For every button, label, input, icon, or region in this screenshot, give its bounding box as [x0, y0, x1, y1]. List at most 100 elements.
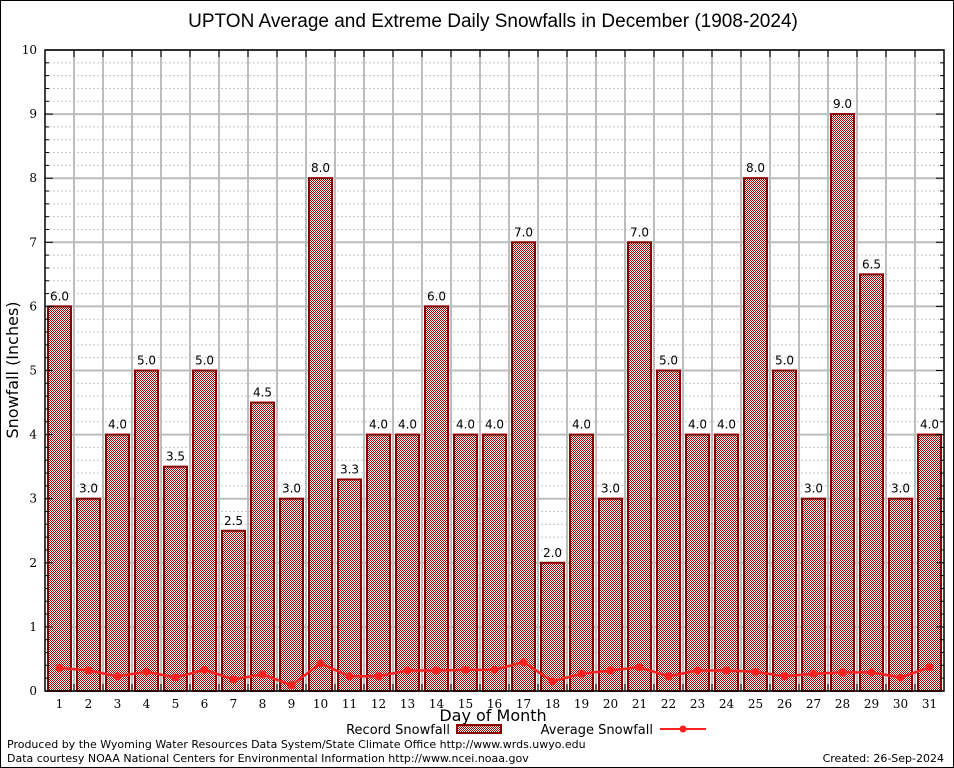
footer-data-courtesy: Data courtesy NOAA National Centers for …: [7, 752, 529, 765]
x-tick-label: 14: [429, 697, 445, 711]
record-bar: [772, 369, 797, 692]
y-tick-label: 9: [29, 107, 37, 121]
record-bar: [453, 433, 478, 692]
x-tick-label: 15: [458, 697, 473, 711]
bar-value-label: 3.5: [166, 450, 185, 464]
bar-value-label: 4.0: [572, 418, 591, 432]
bar-value-label: 4.5: [253, 386, 272, 400]
record-bar: [830, 113, 855, 693]
bar-value-label: 6.5: [862, 257, 881, 271]
y-tick-label: 1: [29, 620, 37, 634]
y-tick-labels: 0 1 2 3 4 5 6 7 8 9 10: [22, 43, 38, 698]
record-bar: [859, 273, 884, 692]
x-tick-label: 17: [516, 697, 531, 711]
x-tick-label: 31: [922, 697, 937, 711]
record-bar: [801, 497, 826, 693]
record-bar: [105, 433, 130, 692]
average-point: [316, 659, 325, 668]
x-tick-label: 2: [85, 697, 93, 711]
bar-value-label: 5.0: [195, 354, 214, 368]
x-tick-label: 29: [864, 697, 879, 711]
x-tick-label: 18: [545, 697, 560, 711]
x-tick-label: 9: [288, 697, 296, 711]
average-point: [432, 666, 441, 675]
y-tick-label: 10: [22, 43, 37, 57]
bar-value-label: 2.5: [224, 514, 243, 528]
x-tick-labels: 1 2 3 4 5 6 7 8 9 10 11 12 13 14 15 16 17 18 19 20 21 22 23 24 2…: [56, 697, 937, 711]
y-tick-label: 0: [29, 684, 37, 698]
average-line: [55, 658, 934, 690]
bar-value-label: 8.0: [311, 161, 330, 175]
average-point: [867, 668, 876, 677]
record-bar: [395, 433, 420, 692]
average-point: [693, 666, 702, 675]
bar-labels: 6.0 3.0 4.0 5.0 3.5 5.0 2.5 4.5 3.0 8.0 3.3 4.0 4.0 6…: [50, 97, 939, 560]
bar-value-label: 6.0: [427, 289, 446, 303]
x-axis-label: Day of Month: [439, 706, 546, 725]
average-point: [519, 658, 528, 667]
bar-value-label: 8.0: [746, 161, 765, 175]
average-point: [84, 666, 93, 675]
record-bar: [540, 561, 565, 692]
average-point: [896, 673, 905, 682]
record-bar: [221, 529, 246, 692]
record-bar: [250, 401, 275, 692]
y-tick-label: 2: [29, 556, 37, 570]
y-tick-label: 8: [29, 171, 37, 185]
y-tick-label: 3: [29, 492, 37, 506]
record-bar: [308, 177, 333, 692]
record-bar: [511, 241, 536, 693]
legend: Record Snowfall Average Snowfall: [346, 723, 706, 738]
average-point: [55, 663, 64, 672]
axes: [44, 49, 945, 692]
bar-value-label: 3.0: [804, 482, 823, 496]
record-bar: [482, 433, 507, 692]
record-bar: [685, 433, 710, 692]
average-point: [635, 663, 644, 672]
bar-value-label: 3.3: [340, 462, 359, 476]
chart-title: UPTON Average and Extreme Daily Snowfall…: [188, 11, 798, 32]
x-tick-label: 16: [487, 697, 502, 711]
bar-value-label: 3.0: [601, 482, 620, 496]
bar-value-label: 4.0: [398, 418, 417, 432]
record-bar: [569, 433, 594, 692]
average-point: [722, 666, 731, 675]
record-bar: [888, 497, 913, 693]
bar-value-label: 5.0: [775, 354, 794, 368]
y-tick-label: 6: [29, 299, 37, 313]
bar-value-label: 3.0: [79, 482, 98, 496]
bar-value-label: 4.0: [456, 418, 475, 432]
y-tick-label: 5: [29, 364, 37, 378]
record-bars: [47, 113, 942, 693]
x-tick-label: 11: [342, 697, 357, 711]
bar-value-label: 4.0: [717, 418, 736, 432]
average-point: [374, 672, 383, 681]
legend-record-swatch: [456, 724, 502, 734]
record-bar: [279, 497, 304, 693]
y-axis-label: Snowfall (Inches): [3, 301, 22, 438]
x-tick-label: 13: [400, 697, 415, 711]
x-tick-label: 4: [143, 697, 151, 711]
bar-value-label: 4.0: [688, 418, 707, 432]
legend-record-label: Record Snowfall: [346, 723, 450, 738]
x-tick-label: 25: [748, 697, 763, 711]
footer-produced-by: Produced by the Wyoming Water Resources …: [7, 738, 586, 751]
x-tick-label: 24: [719, 697, 735, 711]
x-tick-label: 21: [632, 697, 647, 711]
x-tick-label: 28: [835, 697, 850, 711]
average-point: [258, 670, 267, 679]
average-point: [461, 665, 470, 674]
record-bar: [627, 241, 652, 693]
record-bar: [76, 497, 101, 693]
average-point: [780, 672, 789, 681]
x-tick-label: 1: [56, 697, 64, 711]
average-point: [287, 681, 296, 690]
average-point: [171, 673, 180, 682]
average-point: [838, 668, 847, 677]
x-tick-label: 27: [806, 697, 821, 711]
x-tick-label: 19: [574, 697, 589, 711]
x-tick-label: 23: [690, 697, 705, 711]
average-point: [229, 675, 238, 684]
record-bar: [337, 478, 362, 692]
